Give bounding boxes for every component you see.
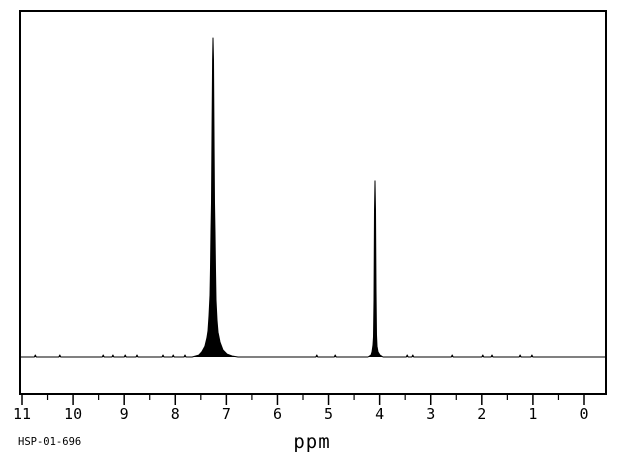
x-tick-label: 2 (477, 405, 486, 423)
x-axis-ticks (21, 394, 585, 405)
x-tick-label: 9 (120, 405, 129, 423)
x-tick-label: 1 (528, 405, 537, 423)
x-tick-label: 3 (426, 405, 435, 423)
x-tick-label: 7 (222, 405, 231, 423)
x-tick-label: 10 (64, 405, 82, 423)
x-tick-label: 5 (324, 405, 333, 423)
x-tick-label: 0 (579, 405, 588, 423)
x-tick-label: 6 (273, 405, 282, 423)
spectrum-id: HSP-01-696 (18, 436, 82, 448)
x-tick-label: 4 (375, 405, 384, 423)
spectrum-trace (20, 37, 606, 358)
plot-frame (19, 10, 607, 395)
x-axis-tick-labels: 11 10 9 8 7 6 5 4 3 2 1 0 (13, 405, 589, 423)
x-tick-label: 8 (171, 405, 180, 423)
x-axis-title: ppm (293, 431, 331, 453)
x-tick-label: 11 (13, 405, 31, 423)
